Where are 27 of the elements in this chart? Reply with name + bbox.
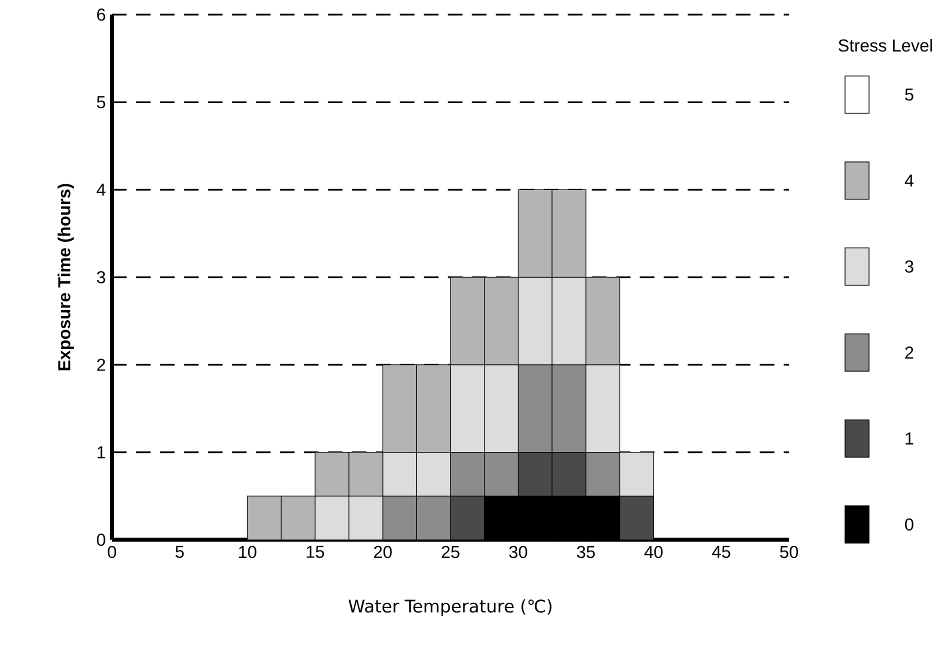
legend-label: 5 bbox=[905, 88, 914, 101]
y-tick-label: 0 bbox=[96, 534, 106, 546]
legend-label: 2 bbox=[905, 346, 914, 359]
x-tick-label: 10 bbox=[239, 546, 256, 558]
legend-label: 3 bbox=[905, 260, 914, 273]
x-tick-label: 0 bbox=[108, 546, 116, 558]
x-axis-title: Water Temperature (℃) bbox=[348, 599, 552, 616]
y-tick-label: 6 bbox=[97, 8, 106, 21]
x-tick-label: 20 bbox=[374, 546, 392, 558]
y-tick-label: 5 bbox=[96, 96, 106, 108]
legend-title: Stress Level bbox=[838, 39, 932, 52]
x-tick-label: 25 bbox=[442, 546, 460, 558]
x-tick-label: 15 bbox=[306, 546, 324, 558]
x-tick-label: 30 bbox=[509, 546, 528, 558]
y-tick-label: 1 bbox=[98, 446, 106, 458]
y-tick-label: 2 bbox=[97, 358, 106, 371]
x-tick-label: 45 bbox=[712, 546, 730, 558]
y-tick-label: 3 bbox=[96, 271, 106, 284]
legend-label: 0 bbox=[905, 518, 914, 531]
x-tick-label: 5 bbox=[176, 546, 184, 558]
x-tick-label: 35 bbox=[576, 546, 595, 558]
x-tick-label: 40 bbox=[644, 546, 663, 558]
legend-label: 1 bbox=[906, 432, 914, 445]
x-tick-label: 50 bbox=[780, 546, 798, 558]
y-tick-label: 4 bbox=[96, 184, 106, 196]
y-axis-title: Exposure Time (hours) bbox=[58, 184, 74, 370]
legend-label: 4 bbox=[904, 174, 914, 187]
